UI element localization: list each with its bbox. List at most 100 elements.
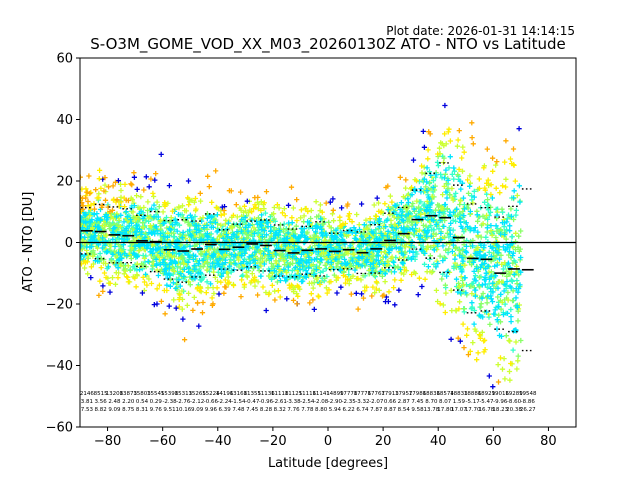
- bin-stat-label: 2146: [80, 391, 94, 397]
- bin-stat-label: 13168: [230, 391, 248, 397]
- x-tick-label: −80: [94, 434, 121, 449]
- bin-stat-label: 15313: [175, 391, 193, 397]
- bin-stat-label: 17957: [395, 391, 413, 397]
- bin-stat-label: 8.75: [122, 407, 135, 413]
- bin-stat-label: -8.86: [521, 399, 536, 405]
- bin-stat-label: 17776: [354, 391, 372, 397]
- bin-mean-markers: [81, 162, 534, 352]
- bin-stat-label: 14899: [326, 391, 344, 397]
- y-axis-label: ATO - NTO [DU]: [21, 192, 36, 293]
- bin-stat-label: -2.54: [300, 399, 315, 405]
- bin-stat-label: 11125: [285, 391, 303, 397]
- bin-stat-label: 11355: [243, 391, 261, 397]
- bin-stat-label: -3.38: [286, 399, 301, 405]
- bin-stat-label: 17.07: [451, 407, 467, 413]
- bin-stat-label: 5.94: [329, 407, 342, 413]
- bin-stat-label: 7.78: [301, 407, 314, 413]
- plot-date: Plot date: 2026-01-31 14:14:15: [386, 24, 575, 38]
- x-axis-label: Latitude [degrees]: [268, 456, 388, 471]
- bin-stat-label: 7.53: [81, 407, 94, 413]
- x-axis: −80 −60 −40 −20 0 20 40 60 80: [94, 427, 557, 449]
- bin-stat-label: 20.38: [506, 407, 522, 413]
- y-tick-label: −20: [46, 298, 73, 313]
- bin-stat-label: 17767: [367, 391, 385, 397]
- bin-stat-label: 8.70: [425, 399, 438, 405]
- bin-stat-label: 0.29: [150, 399, 163, 405]
- bin-stat-label: 7.45: [411, 399, 424, 405]
- bin-stat-label: 15224: [202, 391, 220, 397]
- scatter-series: [80, 126, 518, 367]
- scatter-series: [80, 120, 517, 385]
- y-tick-label: −60: [46, 421, 73, 436]
- bin-stat-label: 2.48: [108, 399, 121, 405]
- bin-stat-label: -2.38: [162, 399, 177, 405]
- bin-stat-label: 11118: [271, 391, 289, 397]
- x-tick-label: 80: [540, 434, 557, 449]
- bin-stat-label: 8.54: [398, 407, 411, 413]
- bin-stat-label: 9.58: [411, 407, 424, 413]
- bin-stat-label: 15265: [188, 391, 206, 397]
- bin-stat-label: 15398: [161, 391, 179, 397]
- bin-stat-label: 6.74: [356, 407, 369, 413]
- y-tick-label: −40: [46, 359, 73, 374]
- bin-stat-label: 15545: [147, 391, 165, 397]
- bin-stat-label: 18574: [436, 391, 454, 397]
- bin-stat-label: 19016: [491, 391, 509, 397]
- bin-stat-label: -5.17: [466, 399, 481, 405]
- bin-stat-label: 13873: [119, 391, 137, 397]
- bin-stat-label: 17.70: [465, 407, 481, 413]
- bin-stat-label: 9.09: [191, 407, 204, 413]
- bin-stat-label: 8.31: [136, 407, 148, 413]
- bin-stat-label: 6.22: [343, 407, 355, 413]
- x-tick-label: 20: [375, 434, 392, 449]
- y-axis: −60 −40 −20 0 20 40 60: [46, 52, 80, 436]
- bin-stat-label: 17986: [409, 391, 427, 397]
- bin-stat-label: -5.47: [479, 399, 494, 405]
- y-tick-label: 60: [56, 52, 73, 67]
- bin-stat-label: 26.27: [520, 407, 536, 413]
- bin-stat-label: -2.07: [369, 399, 384, 405]
- bin-stat-label: 18.23: [492, 407, 508, 413]
- bin-stat-label: 2.20: [122, 399, 135, 405]
- bin-stat-label: 0.66: [384, 399, 397, 405]
- bin-stat-label: -0.96: [259, 399, 274, 405]
- x-tick-label: −40: [204, 434, 231, 449]
- bin-stat-label: 7.45: [246, 407, 259, 413]
- bin-stat-label: 16.78: [479, 407, 495, 413]
- bin-stat-label: 9.09: [108, 407, 121, 413]
- y-tick-label: 40: [56, 113, 73, 128]
- bin-stat-label: -2.24: [218, 399, 233, 405]
- scatter-series: [80, 154, 524, 339]
- bin-stat-label: 17913: [381, 391, 399, 397]
- bin-stat-label: 8.82: [95, 407, 107, 413]
- bin-statistics: 2146 3.81 7.53 8515 3.56 8.82 13208 2.48 9.09 138…: [80, 391, 537, 413]
- bin-stat-label: 2.87: [398, 399, 411, 405]
- scatter-points: [80, 102, 524, 390]
- x-tick-label: 40: [430, 434, 447, 449]
- bin-stat-label: 3.56: [95, 399, 108, 405]
- bin-stat-label: 18886: [464, 391, 482, 397]
- bin-stat-label: -2.90: [328, 399, 343, 405]
- bin-stat-label: 18836: [423, 391, 441, 397]
- bin-stat-label: -0.66: [204, 399, 219, 405]
- bin-stat-label: 3.81: [81, 399, 93, 405]
- bin-stat-label: -1.54: [231, 399, 246, 405]
- bin-stat-label: -2.61: [273, 399, 287, 405]
- bin-stat-label: -2.35: [342, 399, 357, 405]
- bin-stat-label: 13208: [106, 391, 124, 397]
- bin-stat-label: 11141: [312, 391, 330, 397]
- bin-stat-label: 18833: [450, 391, 468, 397]
- bin-stat-label: 8515: [94, 391, 108, 397]
- bin-stat-label: 19289: [505, 391, 523, 397]
- bin-stat-label: -2.08: [314, 399, 329, 405]
- bin-stat-label: 10.16: [175, 407, 191, 413]
- bin-stat-label: -2.12: [190, 399, 204, 405]
- bin-stat-label: 7.87: [370, 407, 383, 413]
- bin-stat-label: 8.87: [384, 407, 397, 413]
- bin-stat-label: 14196: [216, 391, 234, 397]
- bin-stat-label: 8.07: [439, 399, 452, 405]
- bin-stat-label: 13.78: [423, 407, 439, 413]
- bin-stat-label: 15803: [133, 391, 151, 397]
- bin-stat-label: -8.60: [507, 399, 522, 405]
- bin-stat-label: 8.80: [315, 407, 328, 413]
